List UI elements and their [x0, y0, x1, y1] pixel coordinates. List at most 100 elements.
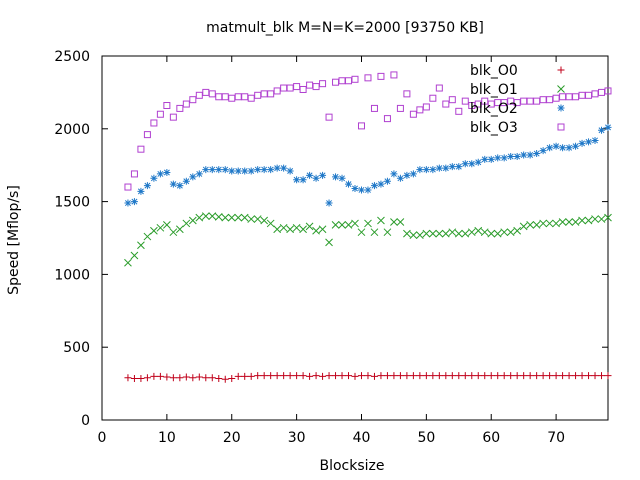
- data-point-blk_O1: [532, 221, 541, 229]
- data-point-blk_O0: [189, 374, 197, 382]
- data-point-blk_O2: [591, 136, 599, 144]
- data-point-blk_O2: [552, 142, 560, 150]
- data-point-blk_O1: [169, 228, 178, 237]
- data-point-blk_O3: [585, 91, 593, 99]
- x-tick-label: 0: [98, 430, 107, 446]
- data-point-blk_O1: [377, 216, 385, 225]
- data-point-blk_O2: [215, 166, 223, 174]
- data-point-blk_O3: [156, 110, 164, 118]
- data-point-blk_O0: [247, 372, 255, 380]
- legend-marker-blk_O2: [557, 104, 565, 112]
- data-point-blk_O3: [215, 93, 223, 101]
- data-point-blk_O2: [293, 176, 301, 184]
- data-point-blk_O1: [331, 221, 340, 229]
- y-tick-label: 2500: [54, 49, 90, 65]
- data-point-blk_O2: [195, 170, 203, 178]
- y-tick-label: 0: [81, 413, 90, 429]
- data-point-blk_O0: [422, 372, 430, 380]
- data-point-blk_O2: [312, 174, 320, 182]
- legend-marker-blk_O1: [557, 85, 565, 93]
- data-point-blk_O2: [409, 170, 417, 178]
- data-point-blk_O0: [591, 372, 599, 380]
- data-point-blk_O0: [208, 374, 216, 382]
- data-point-blk_O0: [539, 372, 547, 380]
- data-point-blk_O3: [130, 170, 138, 178]
- data-point-blk_O0: [312, 372, 320, 380]
- data-point-blk_O3: [208, 90, 216, 98]
- data-point-blk_O1: [234, 213, 243, 222]
- data-point-blk_O2: [345, 180, 353, 188]
- data-point-blk_O1: [506, 228, 515, 237]
- data-point-blk_O1: [409, 231, 418, 239]
- data-point-blk_O1: [390, 218, 398, 226]
- data-point-blk_O1: [597, 215, 606, 223]
- legend-label-blk_O3: blk_O3: [470, 120, 518, 136]
- data-point-blk_O0: [234, 372, 242, 380]
- data-point-blk_O3: [169, 113, 177, 121]
- legend-marker-blk_O3: [557, 123, 565, 131]
- data-point-blk_O1: [578, 216, 586, 225]
- data-point-blk_O0: [507, 372, 515, 380]
- data-point-blk_O3: [163, 102, 171, 110]
- data-point-blk_O0: [585, 372, 593, 380]
- data-point-blk_O0: [254, 372, 262, 380]
- x-tick-label: 40: [353, 430, 371, 446]
- data-point-blk_O3: [442, 100, 450, 108]
- data-point-blk_O1: [403, 229, 411, 238]
- data-point-blk_O2: [241, 167, 249, 175]
- data-point-blk_O1: [292, 223, 301, 232]
- data-point-blk_O1: [325, 238, 333, 247]
- x-tick-label: 70: [547, 430, 565, 446]
- data-point-blk_O1: [539, 219, 547, 228]
- data-point-blk_O0: [364, 372, 372, 380]
- data-point-blk_O3: [409, 110, 417, 118]
- data-point-blk_O2: [403, 171, 411, 179]
- y-axis-label: Speed [Mflop/s]: [6, 185, 22, 295]
- legend-label-blk_O0: blk_O0: [470, 63, 518, 79]
- data-point-blk_O1: [428, 229, 437, 238]
- data-point-blk_O2: [572, 142, 580, 150]
- data-point-blk_O3: [377, 72, 385, 80]
- data-point-blk_O3: [559, 93, 567, 101]
- data-point-blk_O3: [254, 91, 262, 99]
- data-point-blk_O0: [306, 372, 314, 380]
- data-points: [124, 71, 612, 383]
- data-point-blk_O3: [195, 91, 203, 99]
- data-point-blk_O2: [377, 180, 385, 188]
- data-point-blk_O0: [520, 372, 528, 380]
- data-point-blk_O1: [201, 212, 210, 221]
- data-point-blk_O1: [227, 213, 236, 222]
- data-point-blk_O1: [273, 225, 282, 234]
- data-point-blk_O2: [461, 160, 469, 168]
- data-point-blk_O1: [175, 225, 184, 234]
- series-blk_O0: [124, 372, 612, 383]
- data-point-blk_O3: [390, 71, 398, 79]
- data-point-blk_O1: [357, 228, 366, 237]
- data-point-blk_O3: [234, 93, 242, 101]
- data-point-blk_O2: [273, 164, 281, 172]
- data-point-blk_O2: [494, 154, 502, 162]
- data-point-blk_O1: [461, 229, 470, 238]
- data-point-blk_O3: [422, 103, 430, 111]
- data-point-blk_O1: [526, 221, 535, 229]
- data-point-blk_O0: [286, 372, 294, 380]
- data-point-blk_O2: [533, 150, 541, 158]
- data-point-blk_O3: [332, 78, 340, 86]
- data-point-blk_O1: [208, 212, 217, 221]
- data-point-blk_O2: [604, 123, 612, 131]
- data-point-blk_O3: [572, 93, 580, 101]
- legend-label-blk_O2: blk_O2: [470, 101, 518, 117]
- data-point-blk_O1: [552, 219, 560, 228]
- data-point-blk_O2: [260, 166, 268, 174]
- data-point-blk_O3: [150, 119, 158, 127]
- data-point-blk_O1: [143, 232, 152, 241]
- data-point-blk_O3: [565, 93, 573, 101]
- data-point-blk_O3: [202, 88, 210, 96]
- data-point-blk_O2: [338, 174, 346, 182]
- data-point-blk_O3: [299, 85, 307, 93]
- data-point-blk_O0: [474, 372, 482, 380]
- data-point-blk_O3: [403, 90, 411, 98]
- y-tick-label: 1500: [54, 195, 90, 211]
- data-point-blk_O2: [169, 180, 177, 188]
